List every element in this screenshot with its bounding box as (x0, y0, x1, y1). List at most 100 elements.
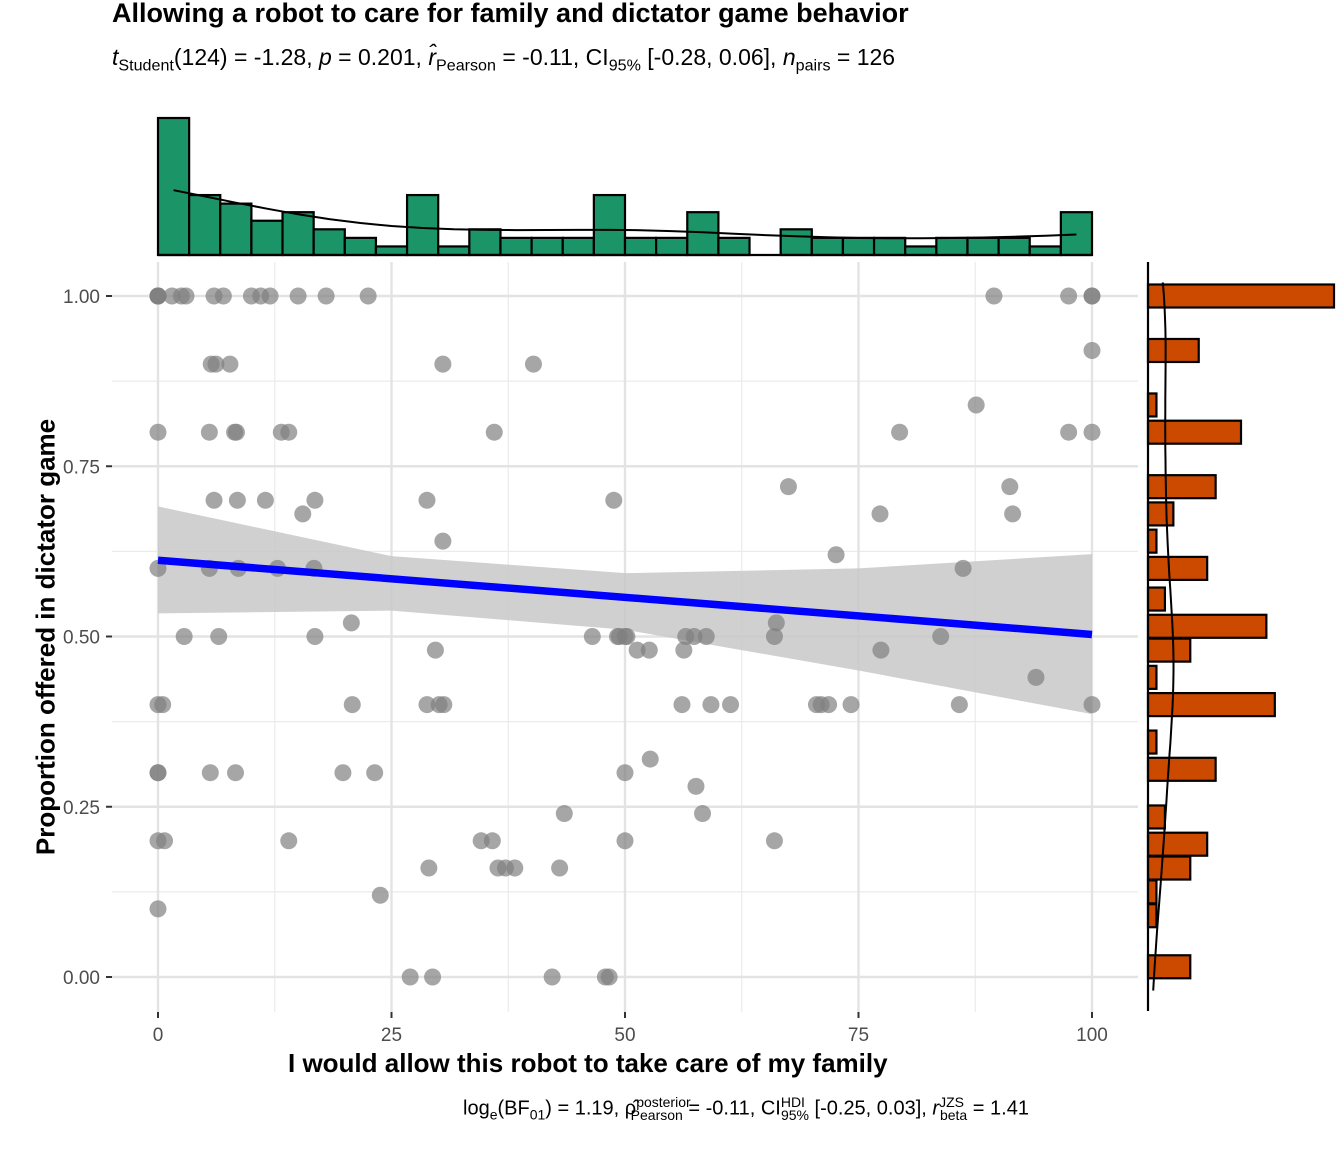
data-point (1083, 287, 1101, 305)
data-point (280, 832, 298, 850)
data-point (228, 491, 246, 509)
data-point (401, 968, 419, 986)
rho-symbol: ρ̂ (624, 1097, 637, 1120)
data-point (280, 423, 298, 441)
data-point (227, 423, 245, 441)
y-tick-label: 0.00 (63, 968, 100, 989)
y-histogram-bar (1146, 691, 1276, 718)
data-point (334, 764, 352, 782)
data-point (149, 287, 167, 305)
data-point (294, 505, 312, 523)
x-histogram-bar (188, 193, 222, 257)
data-point (842, 696, 860, 714)
x-histogram-bar (499, 236, 533, 257)
y-histogram-bar (1146, 855, 1192, 881)
x-histogram-bar (997, 236, 1031, 257)
data-point (156, 832, 174, 850)
x-histogram-bar (437, 245, 471, 257)
y-tick-label: 0.75 (63, 457, 100, 478)
data-point (950, 696, 968, 714)
ci-value: [-0.28, 0.06], (640, 44, 783, 70)
y-histogram-bar (1146, 283, 1336, 309)
data-point (767, 614, 785, 632)
data-point (722, 696, 740, 714)
x-histogram-bar (312, 228, 346, 257)
x-histogram-bar (561, 236, 595, 257)
data-point (891, 423, 909, 441)
x-histogram-bar (623, 236, 658, 257)
data-point (616, 832, 634, 850)
data-point (871, 505, 889, 523)
data-point (149, 423, 167, 441)
data-point (765, 628, 783, 645)
x-histogram-bar (717, 236, 751, 257)
data-point (154, 696, 172, 714)
data-point (967, 396, 985, 414)
x-histogram-bar (250, 219, 284, 257)
data-point (605, 491, 623, 509)
data-point (697, 628, 715, 645)
data-point (616, 764, 634, 782)
y-histogram-bar (1146, 586, 1167, 612)
x-histogram-bar (1028, 245, 1062, 257)
data-point (555, 805, 573, 823)
rho-superscript: posterior (636, 1094, 691, 1110)
t-value: (124) = -1.28, (173, 44, 319, 70)
rbeta-symbol: r (932, 1097, 940, 1120)
data-point (820, 696, 838, 714)
r-value: = -0.11, CI (495, 44, 609, 70)
y-histogram-bar (1146, 474, 1217, 500)
bf-open: (BF (497, 1097, 530, 1120)
p-value: = 0.201, (331, 44, 429, 70)
data-point (371, 886, 389, 904)
x-histogram-bar (1059, 211, 1094, 257)
data-point (1001, 478, 1019, 496)
data-point (483, 832, 501, 850)
data-point (214, 287, 232, 305)
data-point (543, 968, 561, 986)
rho-value: = -0.11, CI (682, 1097, 781, 1120)
data-point (685, 628, 703, 645)
n-subscript: pairs (795, 56, 831, 75)
data-point (673, 696, 691, 714)
x-density-curve (173, 189, 1077, 240)
y-histogram-bar (1146, 756, 1217, 782)
data-point (779, 478, 797, 496)
data-point (600, 968, 618, 986)
ci-subscript: 95% (608, 56, 641, 75)
rbeta-value: = 1.41 (967, 1097, 1029, 1120)
data-point (343, 696, 361, 714)
data-point (618, 628, 636, 645)
x-histogram-bar (779, 228, 813, 257)
data-point (177, 287, 195, 305)
x-histogram-bar (935, 236, 969, 257)
data-point (359, 287, 377, 305)
data-point (342, 614, 360, 632)
x-histogram-bar (872, 236, 907, 257)
data-point (954, 559, 972, 577)
data-point (551, 859, 569, 877)
y-histogram-bar (1146, 804, 1167, 830)
data-point (641, 750, 659, 768)
data-point (306, 628, 324, 645)
p-symbol: p (318, 44, 332, 70)
data-point (200, 423, 218, 441)
regression-line (157, 556, 1093, 639)
x-histogram-bar (904, 245, 938, 257)
y-axis-label: Proportion offered in dictator game (30, 418, 61, 856)
x-histogram-bar (966, 236, 1000, 257)
chart-caption: loge(BF01) = 1.19, ρ̂posteriorPearson = … (463, 1094, 1029, 1123)
data-point (366, 764, 384, 782)
data-point (435, 696, 453, 714)
data-point (1060, 287, 1078, 305)
data-point (932, 628, 950, 645)
data-point (207, 355, 225, 373)
chart-subtitle: tStudent(124) = -1.28, p = 0.201, r̂Pear… (112, 44, 895, 76)
x-histogram-bar (219, 202, 253, 257)
data-point (1083, 696, 1101, 714)
data-point (628, 641, 646, 659)
data-point (872, 641, 890, 659)
data-point (1083, 341, 1101, 359)
data-point (524, 355, 542, 373)
data-point (149, 900, 167, 918)
